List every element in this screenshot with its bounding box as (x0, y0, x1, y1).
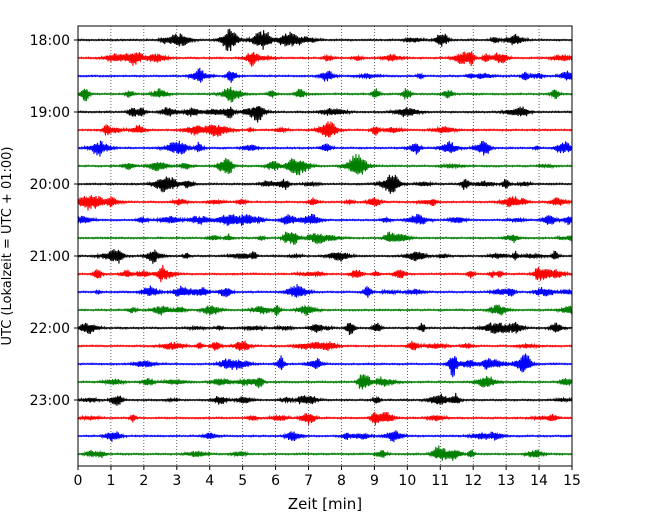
seismogram-trace (77, 121, 573, 138)
seismogram-trace (77, 174, 573, 194)
seismogram-trace (77, 249, 573, 264)
x-tick-label: 15 (563, 473, 581, 489)
y-tick-label: 22:00 (30, 321, 70, 337)
x-tick-label: 2 (139, 473, 148, 489)
x-tick-label: 1 (106, 473, 115, 489)
plot-frame (77, 25, 573, 467)
y-axis-ticks: 18:00 19:00 20:00 21:00 22:00 23:00 (30, 33, 78, 409)
seismogram-trace (77, 231, 573, 245)
x-tick-label: 12 (464, 473, 482, 489)
y-tick-label: 20:00 (30, 177, 70, 193)
x-tick-label: 9 (370, 473, 379, 489)
seismogram-trace (77, 284, 573, 298)
seismogram-trace (77, 195, 573, 211)
seismogram-trace (77, 430, 573, 443)
y-tick-label: 19:00 (30, 105, 70, 121)
x-tick-label: 3 (172, 473, 181, 489)
seismogram-trace (77, 392, 573, 406)
x-tick-label: 7 (304, 473, 313, 489)
seismogram-trace (77, 51, 573, 67)
grid-lines (110, 26, 540, 466)
y-axis-label: UTC (Lokalzeit = UTC + 01:00) (0, 147, 15, 346)
x-tick-label: 14 (530, 473, 548, 489)
x-tick-label: 0 (74, 473, 83, 489)
x-tick-label: 13 (497, 473, 515, 489)
seismogram-trace (77, 374, 573, 390)
y-tick-label: 23:00 (30, 393, 70, 409)
x-tick-label: 6 (271, 473, 280, 489)
seismogram-trace (77, 154, 573, 176)
x-tick-label: 4 (205, 473, 214, 489)
seismogram-trace (77, 67, 573, 83)
seismogram-trace (77, 213, 573, 226)
y-tick-label: 21:00 (30, 249, 70, 265)
seismogram-trace (77, 86, 573, 103)
x-axis-ticks: 0 1 2 3 4 5 6 7 8 9 10 11 12 13 14 15 (74, 466, 581, 489)
seismogram-trace (77, 322, 573, 336)
seismogram-trace (77, 28, 573, 52)
seismogram-trace (77, 353, 573, 378)
x-tick-label: 5 (238, 473, 247, 489)
x-tick-label: 11 (431, 473, 449, 489)
seismogram-trace (77, 140, 573, 157)
seismogram-traces (77, 28, 573, 461)
y-tick-label: 18:00 (30, 33, 70, 49)
seismogram-trace (77, 106, 572, 123)
seismogram-trace (77, 340, 573, 352)
x-axis-label: Zeit [min] (288, 495, 362, 513)
seismogram-trace (77, 304, 573, 317)
seismogram-trace (77, 411, 573, 426)
seismogram-trace (77, 445, 573, 461)
x-tick-label: 8 (337, 473, 346, 489)
x-tick-label: 10 (398, 473, 416, 489)
seismogram-trace (78, 264, 573, 283)
